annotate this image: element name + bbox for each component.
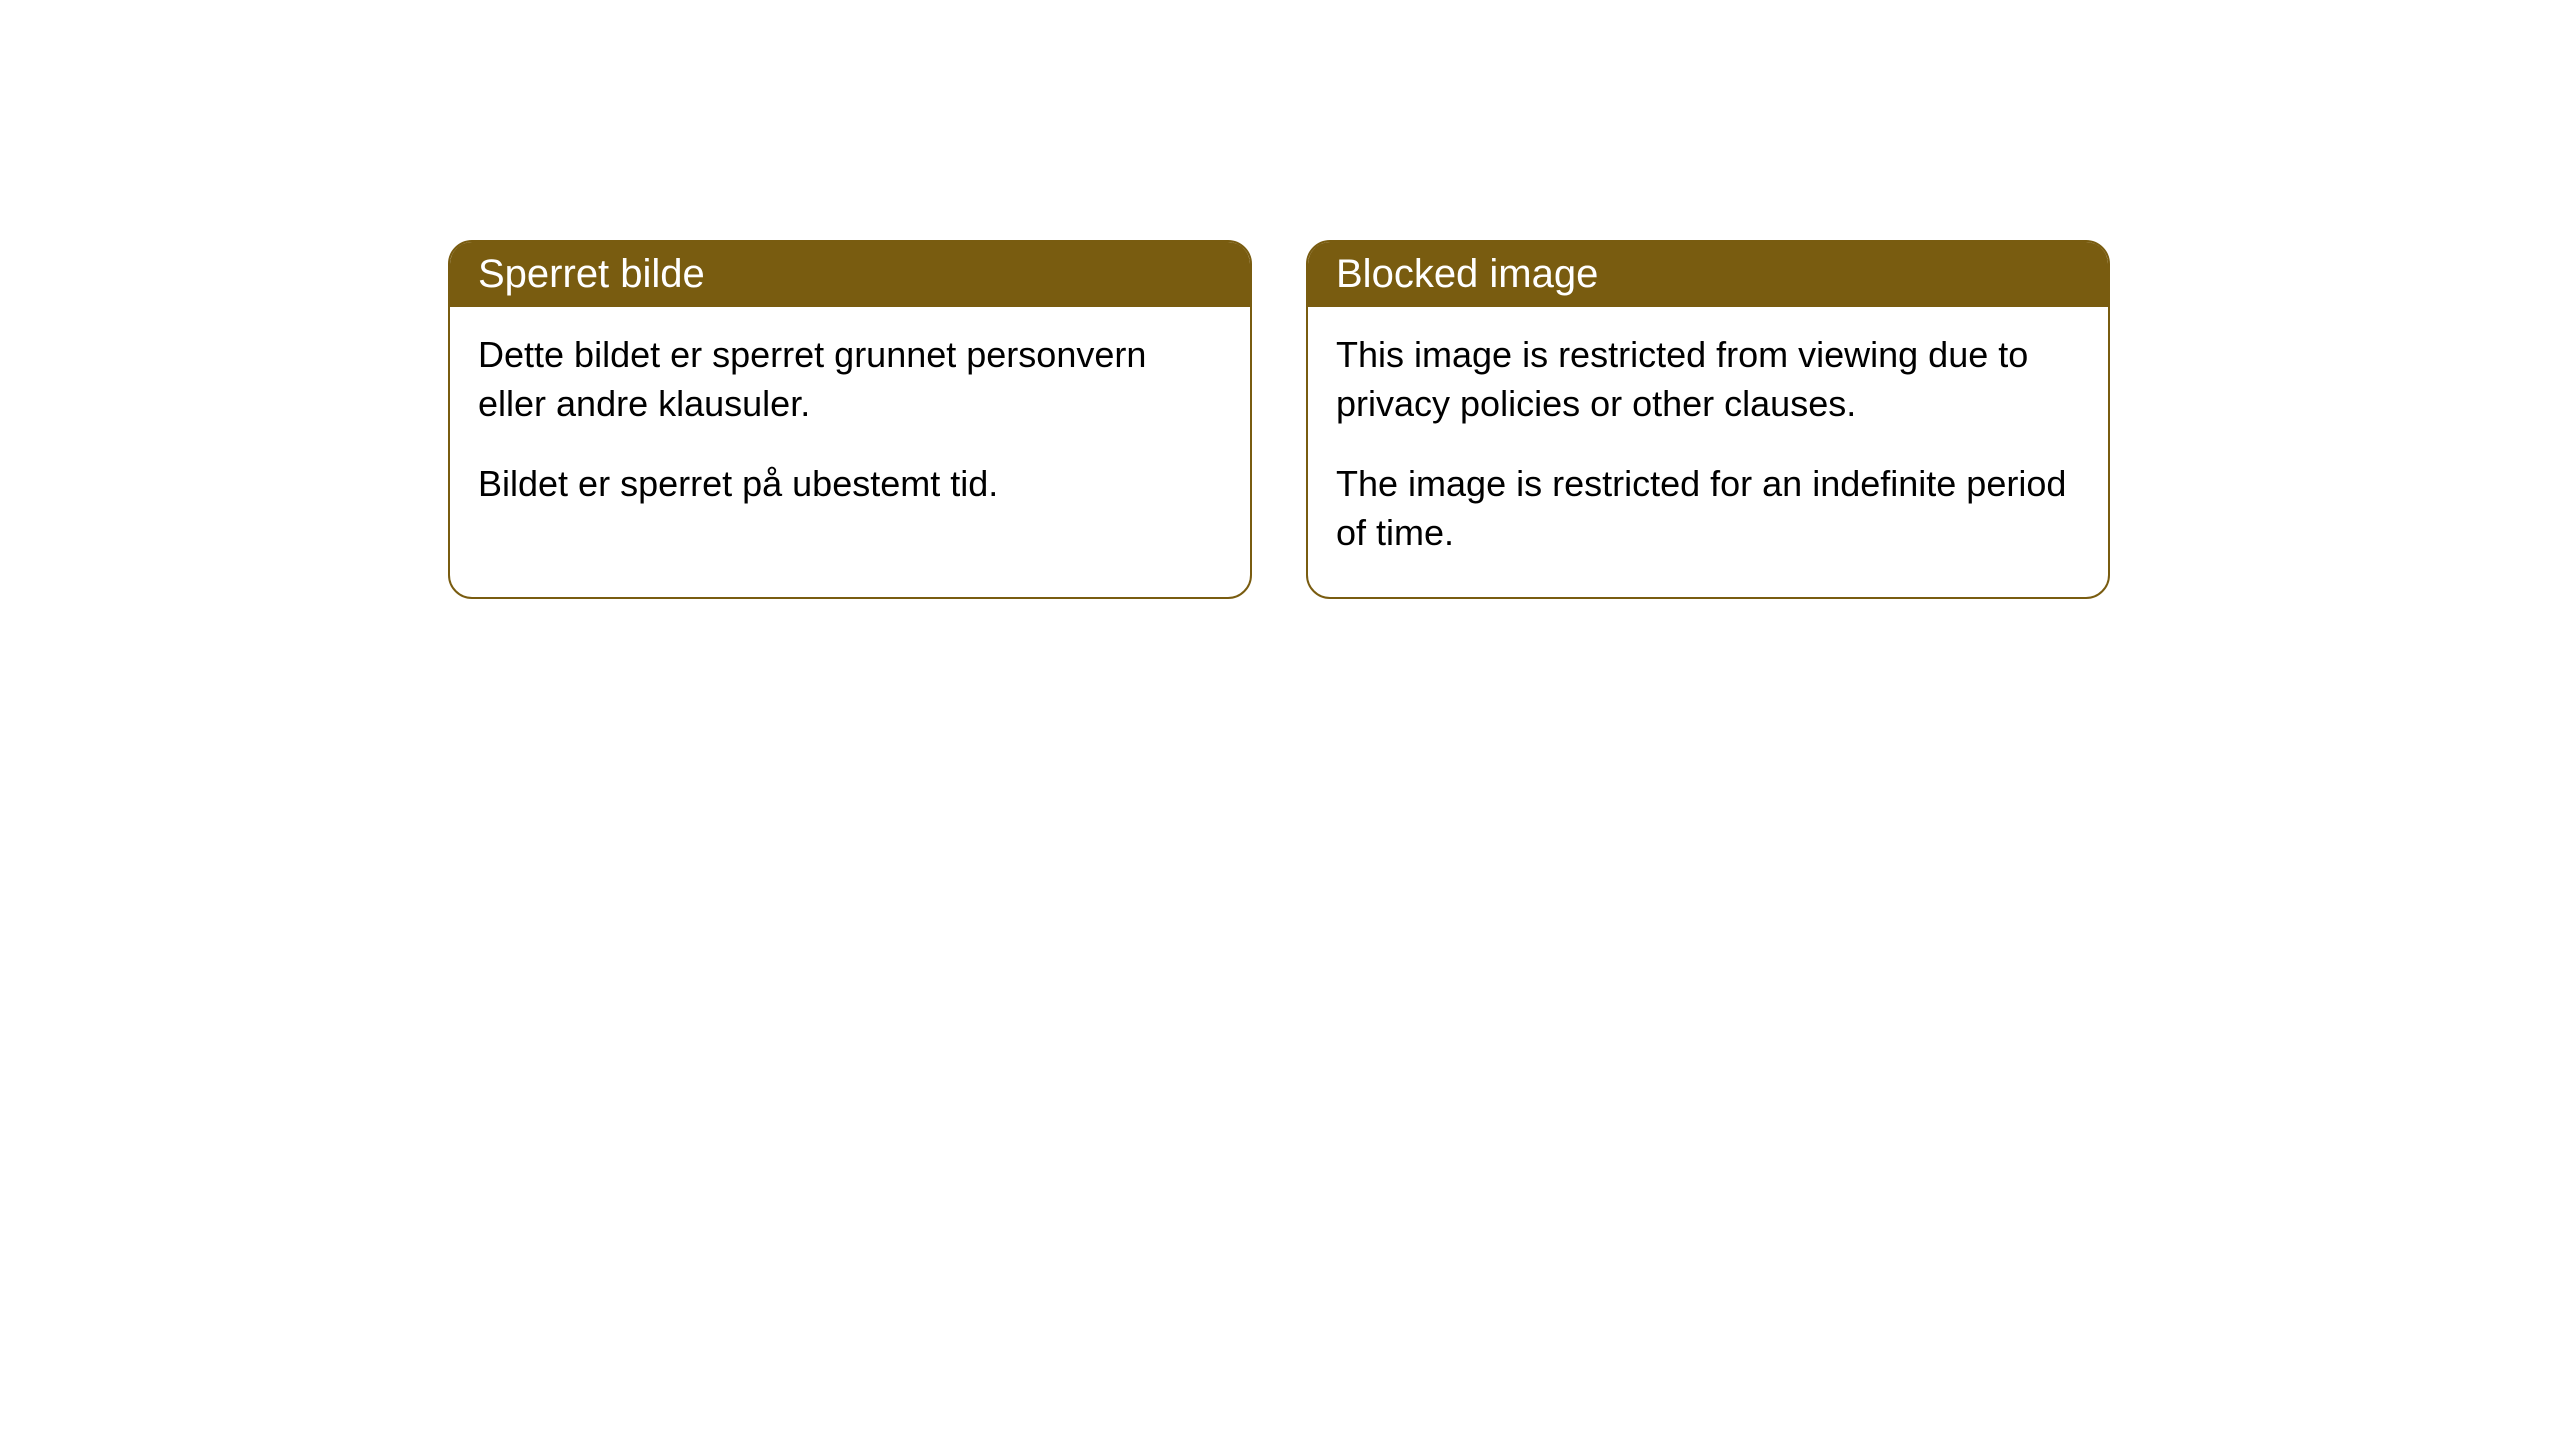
cards-container: Sperret bilde Dette bildet er sperret gr…	[448, 240, 2110, 599]
card-body-english: This image is restricted from viewing du…	[1308, 307, 2108, 597]
card-english: Blocked image This image is restricted f…	[1306, 240, 2110, 599]
card-title: Blocked image	[1336, 252, 1598, 296]
card-norwegian: Sperret bilde Dette bildet er sperret gr…	[448, 240, 1252, 599]
card-title: Sperret bilde	[478, 252, 705, 296]
card-header-english: Blocked image	[1308, 242, 2108, 307]
card-paragraph-2: Bildet er sperret på ubestemt tid.	[478, 460, 1222, 509]
card-body-norwegian: Dette bildet er sperret grunnet personve…	[450, 307, 1250, 549]
card-paragraph-1: Dette bildet er sperret grunnet personve…	[478, 331, 1222, 428]
card-paragraph-2: The image is restricted for an indefinit…	[1336, 460, 2080, 557]
card-header-norwegian: Sperret bilde	[450, 242, 1250, 307]
card-paragraph-1: This image is restricted from viewing du…	[1336, 331, 2080, 428]
